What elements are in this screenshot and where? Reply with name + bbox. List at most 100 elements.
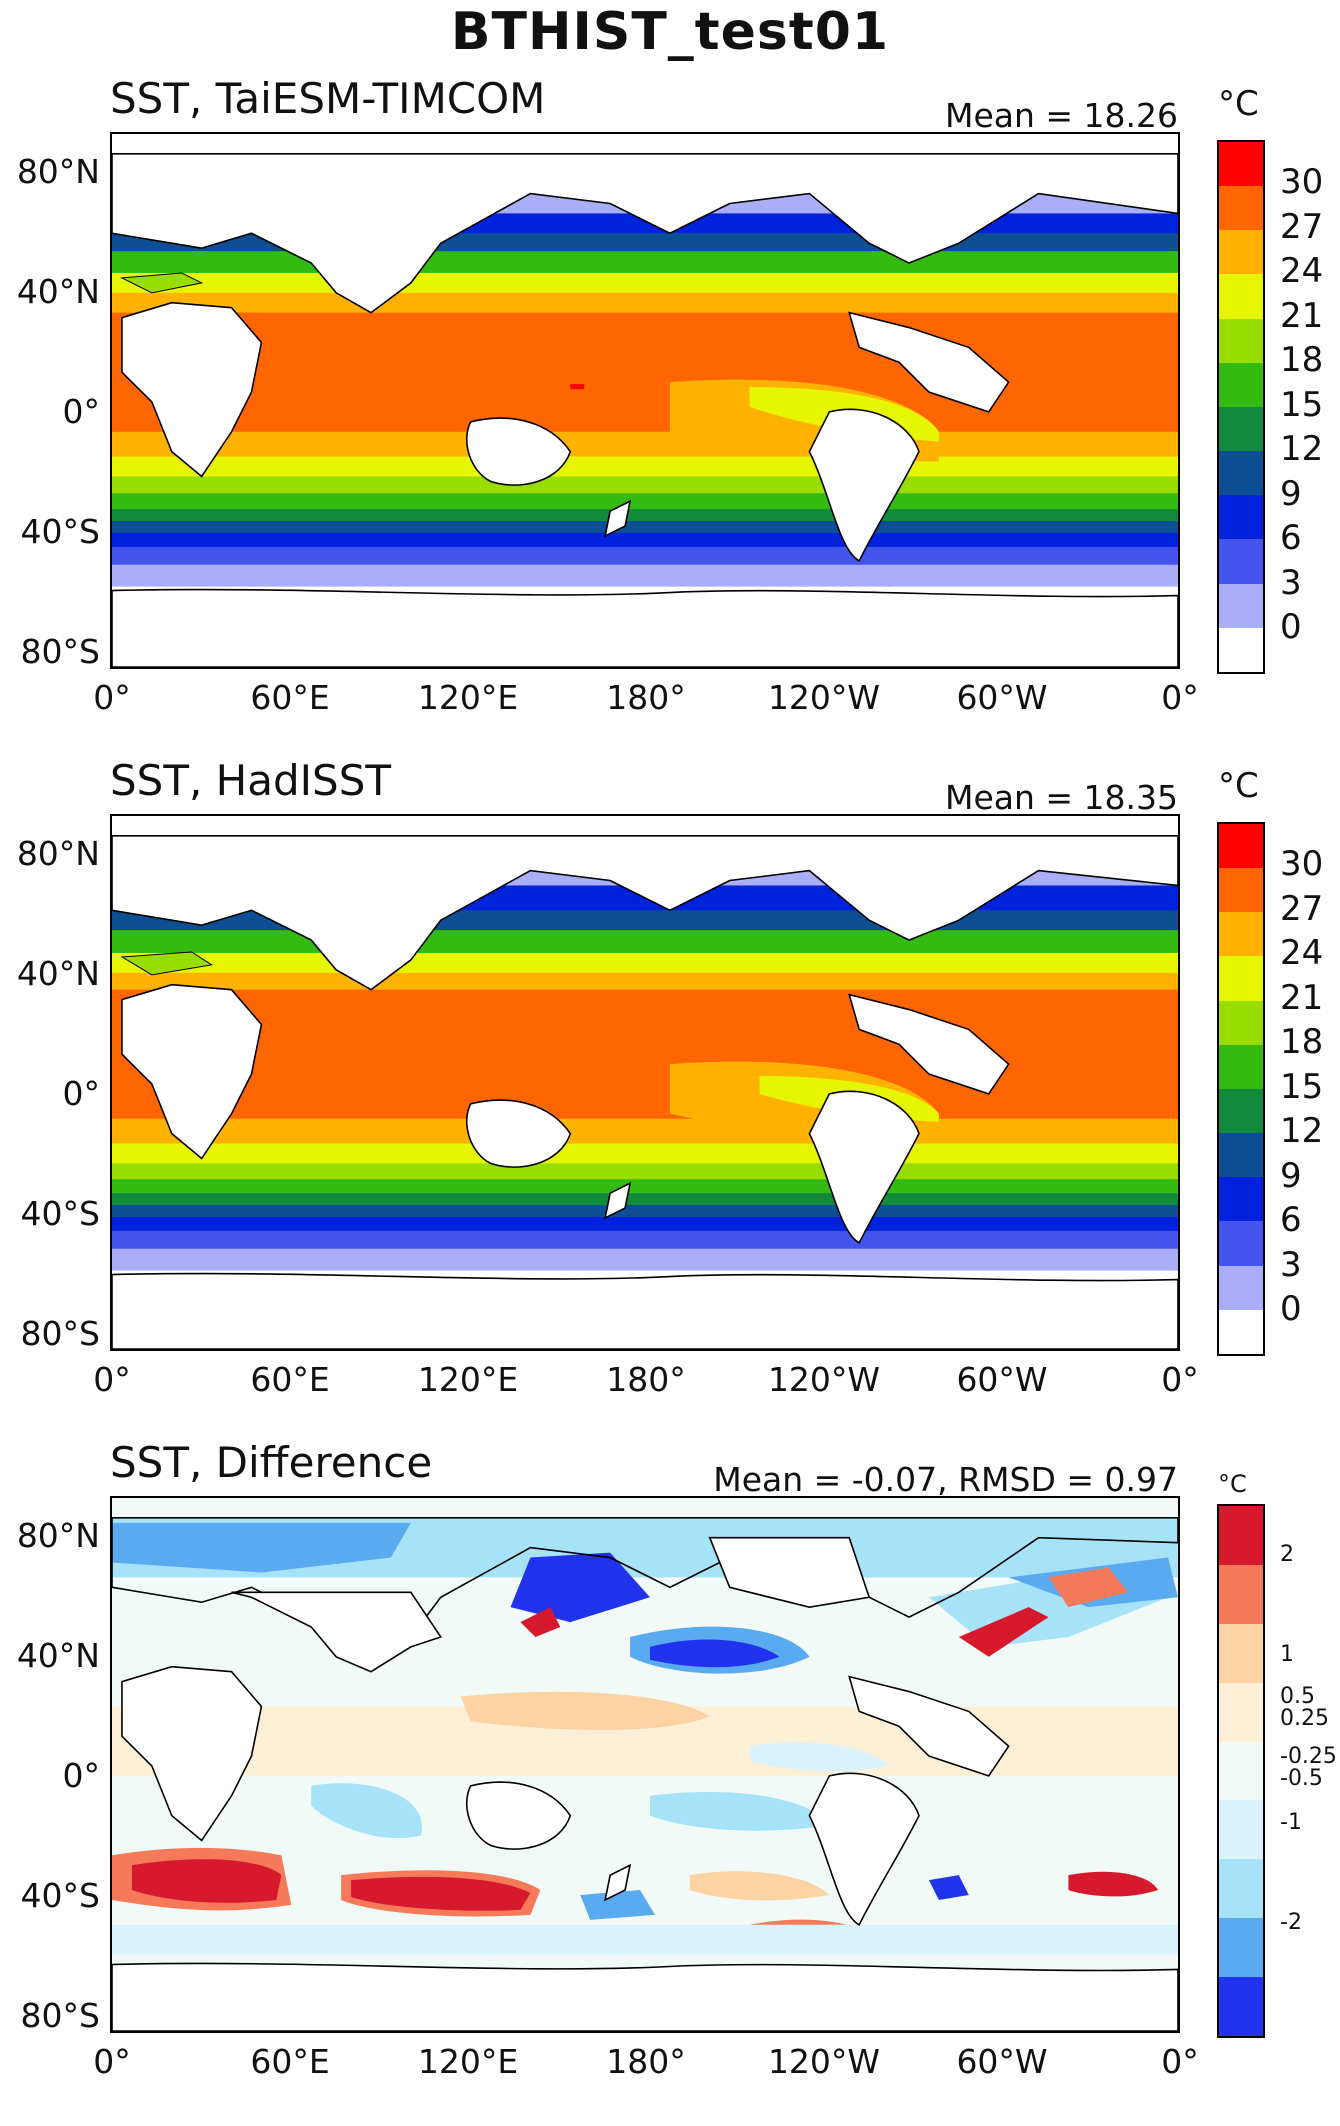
- colorbar-observation: [1217, 822, 1265, 1356]
- lon-label: 120°W: [767, 1360, 881, 1399]
- sst-field-model: [112, 134, 1178, 667]
- sst-map-model: [110, 132, 1180, 669]
- colorbar-label: 18: [1280, 1022, 1324, 1062]
- colorbar-swatch: [1219, 318, 1263, 363]
- colorbar-model: [1217, 140, 1265, 674]
- lon-label: 120°E: [417, 2042, 519, 2081]
- lon-label: 180°: [606, 1360, 686, 1399]
- lon-label: 0°: [1161, 2042, 1199, 2081]
- colorbar-swatch: [1219, 1309, 1263, 1354]
- colorbar-swatch: [1219, 1133, 1263, 1178]
- panel-title: SST, TaiESM-TIMCOM: [110, 74, 546, 123]
- colorbar-label: 2: [1280, 1542, 1294, 1567]
- colorbar-label: 18: [1280, 340, 1324, 380]
- colorbar-label: 1: [1280, 1642, 1294, 1667]
- colorbar-swatch: [1219, 912, 1263, 957]
- colorbar-label: 21: [1280, 296, 1324, 336]
- colorbar-swatch: [1219, 362, 1263, 407]
- colorbar-label: 3: [1280, 563, 1302, 603]
- colorbar-label: -1: [1280, 1810, 1302, 1835]
- lat-label: 0°: [62, 392, 101, 431]
- colorbar-swatch: [1219, 1506, 1263, 1565]
- colorbar-swatch: [1219, 1088, 1263, 1134]
- colorbar-label: 9: [1280, 474, 1302, 514]
- colorbar-swatch: [1219, 1741, 1263, 1801]
- sst-map-difference: [110, 1496, 1180, 2033]
- colorbar-label: 30: [1280, 162, 1324, 202]
- colorbar-swatch: [1219, 1859, 1263, 1919]
- lat-label: 80°N: [16, 834, 100, 873]
- colorbar-label: 0: [1280, 1289, 1302, 1329]
- lon-label: 120°W: [767, 2042, 881, 2081]
- lat-label: 80°S: [20, 1314, 100, 1353]
- lon-label: 60°E: [250, 678, 330, 717]
- colorbar-label: -0.25: [1280, 1744, 1337, 1769]
- sst-field-observation: [112, 816, 1178, 1349]
- lat-label: 0°: [62, 1756, 101, 1795]
- colorbar-swatch: [1219, 186, 1263, 231]
- colorbar-label: 0.25: [1280, 1706, 1329, 1731]
- colorbar-label: 6: [1280, 1200, 1302, 1240]
- colorbar-swatch: [1219, 539, 1263, 584]
- colorbar-swatch: [1219, 495, 1263, 540]
- colorbar-swatch: [1219, 1177, 1263, 1222]
- colorbar-label: -2: [1280, 1910, 1302, 1935]
- lat-label: 80°S: [20, 1996, 100, 2035]
- colorbar-label: 0.5: [1280, 1684, 1315, 1709]
- colorbar-swatch: [1219, 1265, 1263, 1310]
- figure-title: BTHIST_test01: [450, 2, 890, 62]
- colorbar-label: 27: [1280, 207, 1324, 247]
- colorbar-swatch: [1219, 868, 1263, 913]
- colorbar-label: 27: [1280, 889, 1324, 929]
- colorbar-swatch: [1219, 627, 1263, 672]
- lon-label: 0°: [93, 2042, 131, 2081]
- colorbar-swatch: [1219, 1000, 1263, 1045]
- colorbar-label: 9: [1280, 1156, 1302, 1196]
- panel-difference: SST, Difference Mean = -0.07, RMSD = 0.9…: [0, 1438, 1340, 2126]
- colorbar-label: 30: [1280, 844, 1324, 884]
- colorbar-label: 12: [1280, 429, 1324, 469]
- lon-label: 60°E: [250, 2042, 330, 2081]
- colorbar-label: -0.5: [1280, 1766, 1323, 1791]
- panel-title: SST, HadISST: [110, 756, 392, 805]
- colorbar-label: 24: [1280, 933, 1324, 973]
- colorbar-label: 0: [1280, 607, 1302, 647]
- panel-stats: Mean = -0.07, RMSD = 0.97: [713, 1460, 1178, 1499]
- colorbar-swatch: [1219, 230, 1263, 275]
- panel-mean: Mean = 18.35: [944, 778, 1178, 817]
- colorbar-swatch: [1219, 1564, 1263, 1624]
- colorbar-swatch: [1219, 1623, 1263, 1683]
- lat-label: 40°S: [20, 1876, 100, 1915]
- colorbar-swatch: [1219, 1044, 1263, 1089]
- lon-label: 60°W: [956, 678, 1048, 717]
- colorbar-label: 24: [1280, 251, 1324, 291]
- colorbar-difference: [1217, 1504, 1265, 2038]
- colorbar-unit: °C: [1218, 1470, 1247, 1498]
- lon-label: 60°W: [956, 2042, 1048, 2081]
- colorbar-swatch: [1219, 956, 1263, 1001]
- lat-label: 40°S: [20, 512, 100, 551]
- colorbar-label: 6: [1280, 518, 1302, 558]
- colorbar-unit: °C: [1218, 766, 1259, 806]
- panel-model: SST, TaiESM-TIMCOM Mean = 18.26: [0, 74, 1340, 762]
- lon-label: 180°: [606, 2042, 686, 2081]
- lon-label: 120°W: [767, 678, 881, 717]
- lon-label: 60°W: [956, 1360, 1048, 1399]
- lon-label: 60°E: [250, 1360, 330, 1399]
- panel-title: SST, Difference: [110, 1438, 433, 1487]
- colorbar-swatch: [1219, 142, 1263, 187]
- colorbar-swatch: [1219, 274, 1263, 319]
- lat-label: 40°N: [16, 272, 100, 311]
- lon-label: 0°: [1161, 678, 1199, 717]
- lat-label: 80°S: [20, 632, 100, 671]
- lon-label: 120°E: [417, 678, 519, 717]
- lat-label: 80°N: [16, 152, 100, 191]
- sst-field-difference: [112, 1498, 1178, 2031]
- colorbar-swatch: [1219, 1221, 1263, 1266]
- lon-label: 180°: [606, 678, 686, 717]
- colorbar-label: 15: [1280, 385, 1324, 425]
- colorbar-label: 3: [1280, 1245, 1302, 1285]
- colorbar-swatch: [1219, 824, 1263, 869]
- colorbar-swatch: [1219, 1800, 1263, 1860]
- panel-mean: Mean = 18.26: [944, 96, 1178, 135]
